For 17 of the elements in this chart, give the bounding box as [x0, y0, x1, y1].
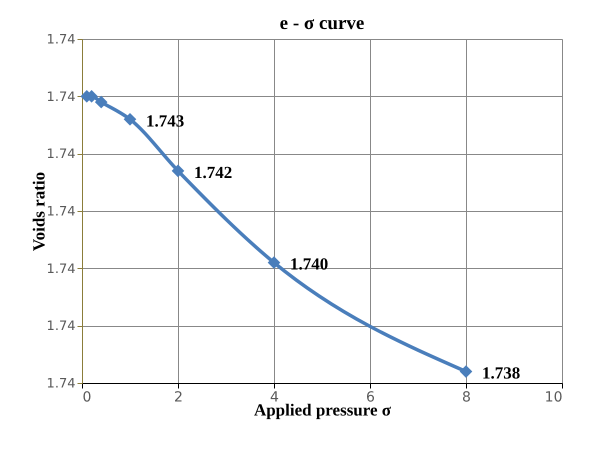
y-tick-label: 1.74 [46, 32, 76, 48]
data-label: 1.743 [146, 111, 184, 130]
y-tick-label: 1.74 [46, 204, 76, 220]
y-tick-label: 1.74 [46, 262, 76, 277]
x-tick-label: 10 [544, 390, 562, 406]
y-tick-label: 1.74 [46, 147, 76, 162]
y-tick-label: 1.74 [46, 376, 76, 392]
data-label: 1.742 [194, 162, 232, 182]
chart-title: e - σ curve [280, 13, 364, 34]
x-tick-label: 0 [82, 390, 92, 406]
y-tick-label: 1.74 [46, 319, 76, 334]
data-label: 1.738 [482, 364, 520, 383]
y-axis-title: Voids ratio [30, 172, 49, 252]
x-tick-label: 2 [174, 390, 183, 406]
y-tick-label: 1.74 [46, 90, 76, 105]
data-label: 1.740 [290, 254, 328, 274]
x-tick-label: 8 [462, 390, 471, 406]
